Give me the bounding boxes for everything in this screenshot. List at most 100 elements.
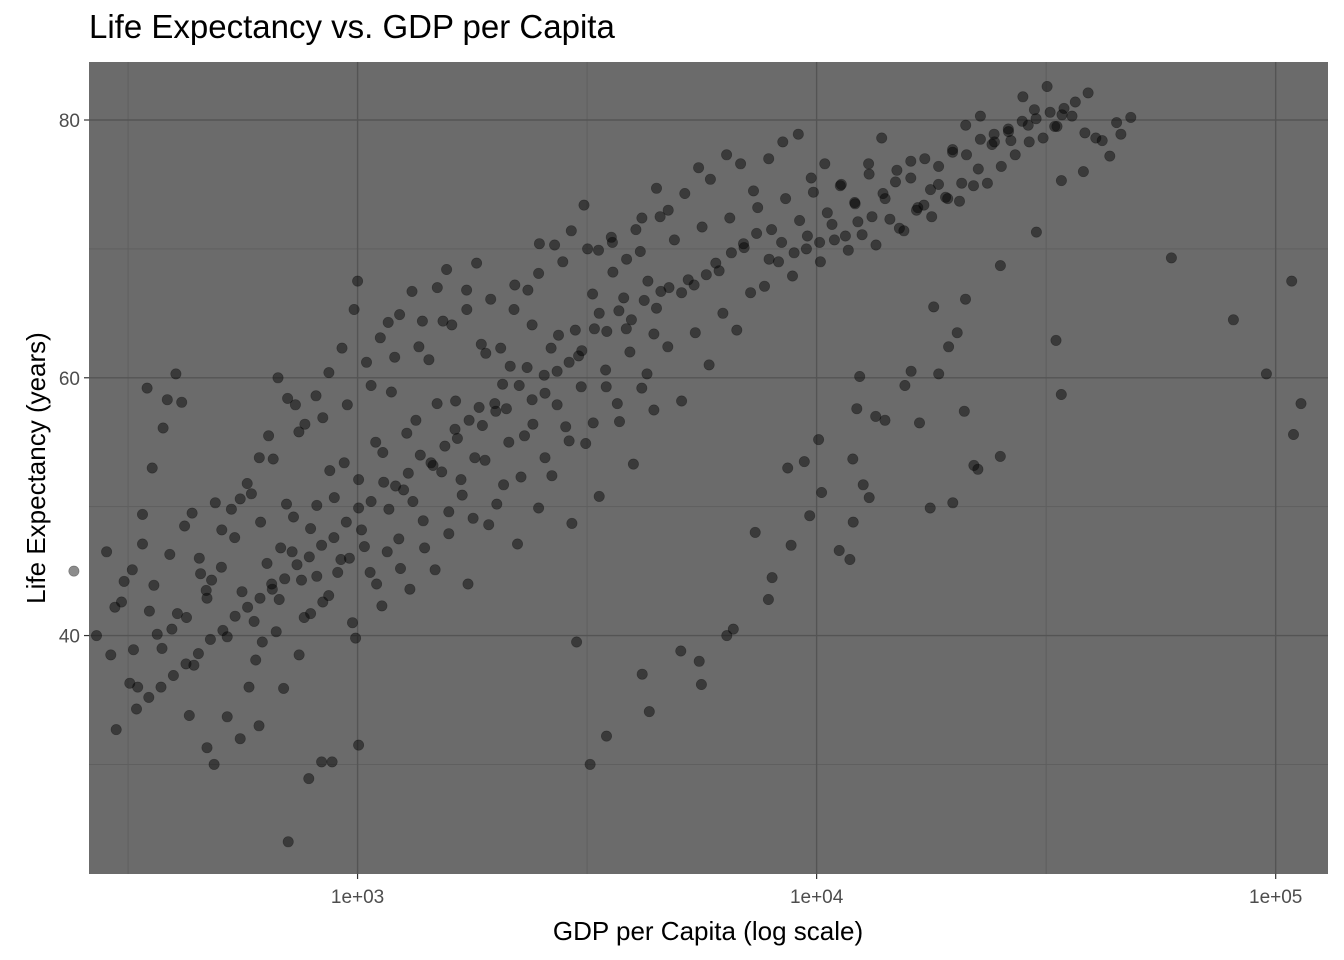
data-point bbox=[365, 379, 377, 391]
data-point bbox=[253, 720, 265, 732]
data-point bbox=[183, 709, 195, 721]
data-point bbox=[381, 546, 393, 558]
data-point bbox=[443, 506, 455, 518]
data-point bbox=[745, 287, 757, 299]
data-point bbox=[446, 319, 458, 331]
data-point bbox=[772, 256, 784, 268]
data-point bbox=[462, 578, 474, 590]
data-point bbox=[630, 224, 642, 236]
data-point bbox=[898, 225, 910, 237]
data-point bbox=[910, 204, 922, 216]
data-point bbox=[662, 341, 674, 353]
data-point bbox=[926, 211, 938, 223]
data-point bbox=[282, 392, 294, 404]
data-point bbox=[423, 354, 435, 366]
data-point bbox=[1096, 135, 1108, 147]
data-point bbox=[947, 497, 959, 509]
data-point bbox=[143, 605, 155, 617]
data-point bbox=[849, 198, 861, 210]
data-point bbox=[253, 452, 265, 464]
data-point bbox=[776, 236, 788, 248]
data-point bbox=[263, 430, 275, 442]
data-point bbox=[932, 178, 944, 190]
data-point bbox=[370, 436, 382, 448]
data-point bbox=[1227, 314, 1239, 326]
data-point bbox=[600, 364, 612, 376]
data-point bbox=[905, 155, 917, 167]
data-point bbox=[700, 269, 712, 281]
data-point bbox=[814, 256, 826, 268]
data-point bbox=[476, 419, 488, 431]
data-point bbox=[348, 303, 360, 315]
data-point bbox=[378, 476, 390, 488]
data-point bbox=[311, 499, 323, 511]
data-point bbox=[332, 566, 344, 578]
data-point bbox=[565, 225, 577, 237]
data-point bbox=[323, 590, 335, 602]
data-point bbox=[289, 399, 301, 411]
data-point bbox=[928, 301, 940, 313]
data-point bbox=[358, 541, 370, 553]
data-point bbox=[443, 528, 455, 540]
data-point bbox=[727, 623, 739, 635]
data-point bbox=[179, 520, 191, 532]
data-point bbox=[828, 234, 840, 246]
data-point bbox=[166, 623, 178, 635]
chart-title: Life Expectancy vs. GDP per Capita bbox=[89, 8, 615, 45]
data-point bbox=[429, 564, 441, 576]
data-point bbox=[485, 293, 497, 305]
data-point bbox=[234, 733, 246, 745]
data-point bbox=[724, 212, 736, 224]
y-tick-label: 80 bbox=[59, 111, 80, 132]
data-point bbox=[682, 274, 694, 286]
data-point bbox=[1295, 398, 1307, 410]
data-point bbox=[431, 282, 443, 294]
data-point bbox=[511, 538, 523, 550]
data-point bbox=[847, 516, 859, 528]
data-point bbox=[654, 211, 666, 223]
data-point bbox=[693, 655, 705, 667]
data-point bbox=[299, 418, 311, 430]
data-point bbox=[578, 199, 590, 211]
data-point bbox=[863, 492, 875, 504]
data-point bbox=[807, 186, 819, 198]
data-point bbox=[655, 285, 667, 297]
data-point bbox=[566, 517, 578, 529]
data-point bbox=[1286, 275, 1298, 287]
data-point bbox=[105, 649, 117, 661]
data-point bbox=[794, 215, 806, 227]
data-point bbox=[497, 378, 509, 390]
data-point bbox=[876, 132, 888, 144]
data-point bbox=[627, 458, 639, 470]
data-point bbox=[146, 462, 158, 474]
data-point bbox=[919, 153, 931, 165]
data-point bbox=[310, 390, 322, 402]
data-point bbox=[533, 267, 545, 279]
data-point bbox=[279, 573, 291, 585]
data-point bbox=[491, 498, 503, 510]
data-point bbox=[266, 578, 278, 590]
data-point bbox=[1049, 120, 1061, 132]
data-point bbox=[404, 583, 416, 595]
data-point bbox=[766, 224, 778, 236]
data-point bbox=[593, 490, 605, 502]
data-point bbox=[689, 327, 701, 339]
data-point bbox=[323, 367, 335, 379]
data-point bbox=[346, 617, 358, 629]
data-point bbox=[286, 546, 298, 558]
data-point bbox=[1104, 150, 1116, 162]
data-point bbox=[417, 515, 429, 527]
data-point bbox=[248, 615, 260, 627]
data-point bbox=[981, 177, 993, 189]
data-point bbox=[800, 243, 812, 255]
data-point bbox=[101, 546, 113, 558]
data-point bbox=[407, 495, 419, 507]
data-point bbox=[513, 379, 525, 391]
data-point bbox=[587, 417, 599, 429]
data-point bbox=[959, 293, 971, 305]
data-point bbox=[563, 435, 575, 447]
data-point bbox=[788, 247, 800, 259]
data-point bbox=[967, 180, 979, 192]
data-point bbox=[613, 416, 625, 428]
data-point bbox=[402, 467, 414, 479]
